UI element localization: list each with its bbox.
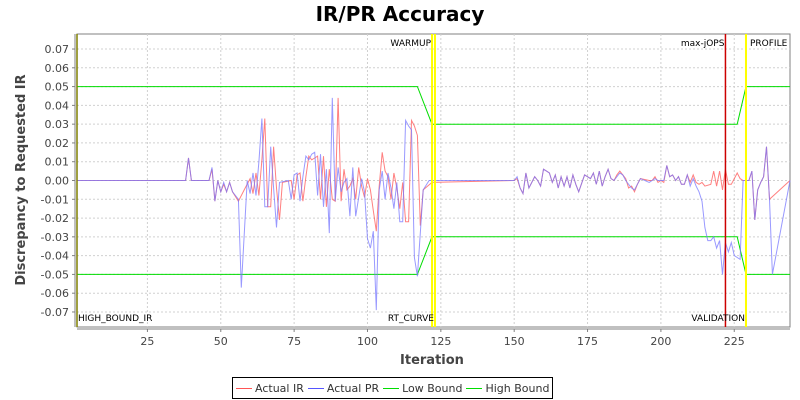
marker-label-profile: PROFILE: [750, 39, 788, 49]
phase-markers: HIGH_BOUND_IR WARMUP RT_CURVE max-jOPS VALID…: [76, 34, 788, 327]
y-tick-label: -0.06: [41, 287, 69, 300]
legend-item-high-bound[interactable]: High Bound: [466, 382, 549, 395]
y-tick-label: 0.06: [45, 62, 70, 75]
x-tick-label: 200: [650, 335, 671, 348]
x-tick-label: 75: [287, 335, 301, 348]
y-tick-label: -0.02: [41, 212, 69, 225]
x-tick-label: 175: [577, 335, 598, 348]
actual-pr-line: [77, 97, 791, 311]
legend-item-low-bound[interactable]: Low Bound: [383, 382, 462, 395]
legend-item-actual-pr[interactable]: Actual PR: [307, 381, 380, 395]
marker-label-warmup: WARMUP: [390, 39, 431, 49]
x-axis-ticks: 25 50 75 100 125 150 175 200 225: [140, 329, 745, 348]
y-tick-label: 0.03: [45, 118, 70, 131]
legend-swatch-actual-pr: [307, 387, 324, 389]
x-tick-label: 100: [357, 335, 378, 348]
y-tick-label: -0.07: [41, 306, 69, 319]
x-tick-label: 150: [504, 335, 525, 348]
y-tick-label: -0.01: [41, 193, 69, 206]
y-tick-label: 0.05: [45, 81, 70, 94]
x-tick-label: 50: [214, 335, 228, 348]
legend-swatch-high-bound: [466, 387, 483, 389]
legend-swatch-actual-ir: [236, 387, 252, 389]
y-axis-label: Discrepancy to Requested IR: [14, 74, 29, 285]
y-tick-label: -0.03: [41, 231, 69, 244]
legend-label: Low Bound: [402, 381, 463, 395]
legend-label: High Bound: [485, 381, 550, 395]
marker-label-rt_curve: RT_CURVE: [388, 314, 434, 324]
x-tick-label: 125: [430, 335, 451, 348]
y-tick-label: -0.05: [41, 268, 69, 281]
legend-label: Actual PR: [326, 381, 380, 395]
legend-label: Actual IR: [255, 381, 304, 395]
x-axis-label: Iteration: [400, 353, 464, 368]
legend: Actual IR Actual PR Low Bound High Bound: [232, 377, 554, 399]
legend-swatch-low-bound: [383, 387, 400, 389]
marker-label-high_bound_ir: HIGH_BOUND_IR: [78, 314, 152, 324]
high-bound-line: [77, 86, 790, 125]
chart-title: IR/PR Accuracy: [315, 2, 485, 26]
y-tick-label: 0.01: [45, 156, 70, 169]
low-bound-line: [77, 236, 790, 275]
y-tick-label: 0.02: [45, 137, 70, 150]
marker-label-validation: VALIDATION: [691, 314, 745, 324]
data-series: [77, 97, 791, 311]
bound-series: [77, 86, 790, 275]
y-tick-label: -0.04: [41, 250, 69, 263]
y-axis-ticks: -0.07 -0.06 -0.05 -0.04 -0.03 -0.02 -0.01 0.00 0…: [41, 43, 75, 319]
legend-item-actual-ir[interactable]: Actual IR: [236, 382, 304, 395]
marker-label-max-jops: max-jOPS: [681, 39, 725, 49]
y-tick-label: 0.07: [45, 43, 70, 56]
x-tick-label: 25: [140, 335, 154, 348]
x-tick-label: 225: [724, 335, 745, 348]
y-tick-label: 0.04: [45, 99, 70, 112]
y-tick-label: 0.00: [45, 175, 70, 188]
